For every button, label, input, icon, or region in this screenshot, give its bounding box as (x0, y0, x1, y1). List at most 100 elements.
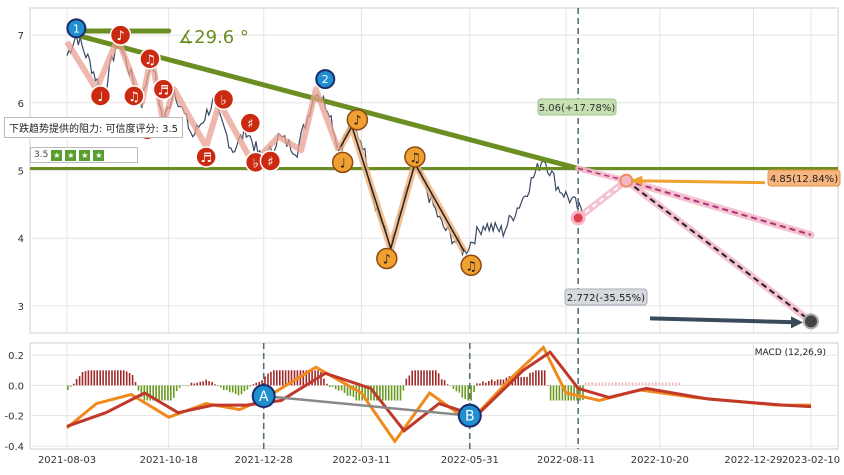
note-marker (376, 247, 398, 270)
mid-target-arrowhead (630, 175, 643, 186)
x-tick-label: 2022-08-11 (537, 455, 595, 466)
macd-histogram-bar (411, 370, 413, 386)
note-marker-icon: ♯ (247, 117, 253, 132)
macd-histogram-bar (281, 370, 284, 386)
macd-histogram-bar (258, 381, 260, 386)
note-marker-icon: ♪ (383, 253, 391, 268)
macd-histogram-bar (496, 379, 499, 386)
macd-histogram-bar (648, 382, 650, 386)
macd-histogram-bar (329, 385, 331, 387)
macd-histogram-bar (87, 370, 90, 386)
macd-histogram-bar (337, 385, 340, 391)
macd-histogram-bar (140, 385, 143, 398)
macd-histogram-bar (675, 382, 677, 386)
macd-histogram-bar (237, 385, 240, 396)
x-tick-label: 2022-10-20 (631, 455, 689, 466)
projection-dash (626, 179, 812, 236)
y-tick-label: 5 (18, 167, 24, 178)
macd-histogram-bar (608, 382, 610, 386)
y-tick-label: 3 (18, 302, 24, 313)
note-marker (139, 48, 161, 70)
macd-histogram-bar (555, 385, 558, 401)
macd-histogram-bar (390, 385, 393, 401)
macd-histogram-bar (671, 382, 674, 386)
macd-histogram-bar (208, 381, 210, 386)
macd-histogram-bar (467, 385, 469, 401)
macd-histogram-bar (449, 385, 452, 386)
target-down-label: 2.772(-35.55%) (567, 293, 645, 304)
macd-histogram-bar (96, 370, 98, 386)
macd-histogram-bar (326, 383, 328, 386)
macd-histogram-bar (120, 370, 122, 386)
macd-histogram-bar (651, 382, 654, 386)
macd-histogram-bar (387, 385, 390, 401)
target-up-label: 5.06(+17.78%) (539, 103, 616, 114)
macd-histogram-bar (279, 370, 281, 386)
macd-histogram-bar (631, 382, 634, 386)
macd-histogram-bar (573, 385, 575, 401)
macd-marker (457, 403, 482, 428)
macd-histogram-bar (175, 385, 178, 392)
macd-histogram-bar (658, 382, 661, 386)
macd-histogram-bar (178, 385, 181, 388)
x-tick-label: 2021-08-03 (38, 455, 96, 466)
macd-histogram-bar (190, 382, 193, 386)
note-marker (109, 24, 132, 46)
macd-histogram-bar (252, 384, 255, 386)
macd-histogram-bar (128, 373, 131, 386)
macd-histogram-bar (205, 379, 207, 386)
macd-histogram-bar (161, 385, 163, 401)
macd-histogram-bar (558, 385, 561, 401)
macd-histogram-bar (665, 382, 667, 386)
macd-histogram-bar (290, 370, 293, 386)
macd-histogram-bar (661, 382, 664, 386)
macd-histogram-bar (638, 382, 640, 386)
macd-histogram-bar (625, 382, 627, 386)
macd-histogram-bar (618, 382, 620, 386)
macd-histogram-bar (641, 382, 644, 386)
macd-histogram-bar (414, 370, 416, 386)
macd-histogram-bar (69, 385, 72, 387)
note-marker (195, 146, 217, 168)
x-tick-label: 2022-05-31 (441, 455, 499, 466)
wave-number-marker (66, 18, 87, 39)
macd-histogram-bar (384, 385, 387, 401)
rating-badge[interactable]: 3.5 ★ ★ ★ ★ (30, 147, 138, 163)
macd-histogram-bar (234, 385, 237, 395)
macd-histogram-bar (543, 370, 546, 386)
macd-histogram-bar (264, 376, 266, 386)
macd-histogram-bar (420, 370, 422, 386)
macd-histogram-bar (72, 383, 75, 386)
macd-histogram-bar (214, 384, 216, 386)
note-marker (259, 150, 282, 172)
rating-value: 3.5 (34, 150, 49, 160)
macd-title: MACD (12,26,9) (755, 348, 826, 358)
macd-histogram-bar (458, 385, 461, 393)
macd-histogram-bar (187, 385, 190, 387)
note-marker-icon: ♫ (128, 90, 140, 105)
target-mid-label-bg (767, 169, 841, 187)
macd-histogram-bar (367, 385, 369, 401)
macd-histogram-bar (320, 372, 322, 386)
macd-histogram-bar (604, 382, 607, 386)
note-marker-icon: ♪ (353, 114, 361, 129)
macd-histogram-bar (535, 370, 537, 386)
macd-histogram-bar (408, 375, 411, 386)
note-marker (239, 112, 262, 134)
macd-histogram-bar (311, 370, 313, 386)
macd-histogram-bar (152, 385, 154, 401)
y-tick-label: 7 (18, 31, 24, 42)
macd-histogram-bar (382, 385, 384, 401)
macd-histogram-bar (331, 385, 334, 387)
note-marker (460, 254, 482, 277)
down-target-arrow (649, 316, 800, 325)
projection-band (575, 165, 630, 184)
macd-histogram-bar (645, 382, 647, 386)
macd-histogram-bar (231, 385, 234, 393)
note-marker (152, 78, 175, 100)
macd-histogram-bar (99, 370, 101, 386)
macd-histogram-bar (202, 381, 204, 386)
macd-histogram-bar (173, 385, 175, 398)
macd-histogram-bar (355, 385, 358, 401)
